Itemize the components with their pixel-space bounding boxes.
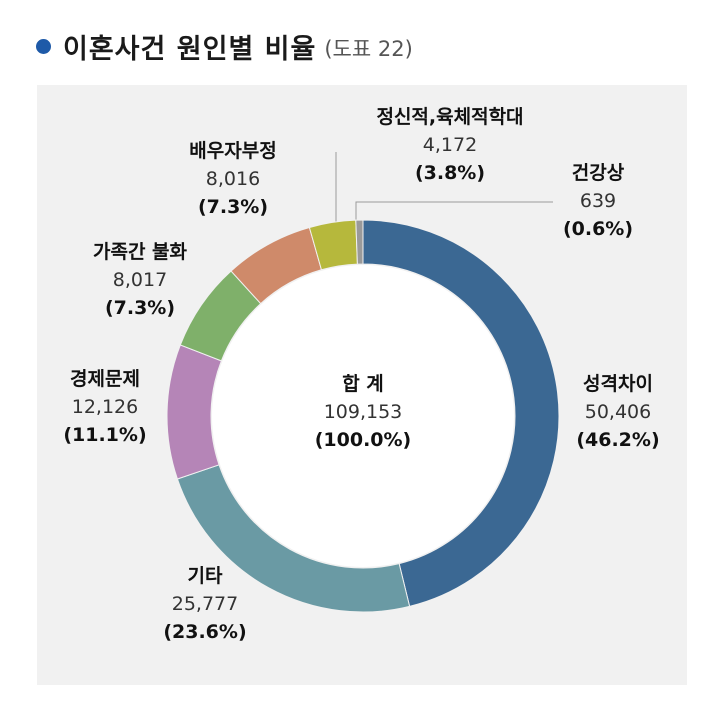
- slice-label-value-2: 12,126: [72, 396, 138, 418]
- donut-slice-0: [362, 219, 560, 607]
- slice-label-percent-0: (46.2%): [576, 429, 659, 451]
- slice-label-name-4: 배우자부정: [189, 140, 276, 162]
- slice-label-name-3: 가족간 불화: [93, 241, 188, 263]
- center-total-percent: (100.0%): [315, 429, 412, 451]
- slice-label-name-0: 성격차이: [583, 373, 653, 395]
- slice-label-percent-3: (7.3%): [105, 297, 175, 319]
- donut-slice-6: [355, 219, 364, 265]
- slice-label-name-1: 기타: [188, 565, 223, 587]
- slice-label-percent-5: (3.8%): [415, 162, 485, 184]
- slice-label-value-1: 25,777: [172, 593, 238, 615]
- slice-label-value-4: 8,016: [206, 168, 260, 190]
- center-label: 합 계: [342, 373, 384, 395]
- donut-hole: [212, 265, 514, 567]
- slice-label-percent-1: (23.6%): [163, 621, 246, 643]
- slice-label-percent-4: (7.3%): [198, 196, 268, 218]
- leader-line-health: [355, 201, 553, 222]
- slice-label-name-5: 정신적,육체적학대: [376, 106, 523, 128]
- chart-subtitle: (도표 22): [324, 37, 413, 61]
- slice-label-percent-2: (11.1%): [63, 424, 146, 446]
- slice-label-name-2: 경제문제: [70, 368, 140, 390]
- slice-label-value-5: 4,172: [423, 134, 477, 156]
- leader-line-abuse: [335, 152, 350, 226]
- center-total-value: 109,153: [324, 401, 403, 423]
- slice-label-name-6: 건강상: [572, 162, 625, 184]
- slice-label-value-6: 639: [580, 190, 616, 212]
- slice-label-value-3: 8,017: [113, 269, 167, 291]
- slice-label-percent-6: (0.6%): [563, 218, 633, 240]
- bullet-icon: [36, 38, 51, 54]
- chart-title: 이혼사건 원인별 비율: [63, 33, 317, 65]
- chart-header: 이혼사건 원인별 비율 (도표 22): [36, 26, 413, 66]
- slice-label-value-0: 50,406: [585, 401, 651, 423]
